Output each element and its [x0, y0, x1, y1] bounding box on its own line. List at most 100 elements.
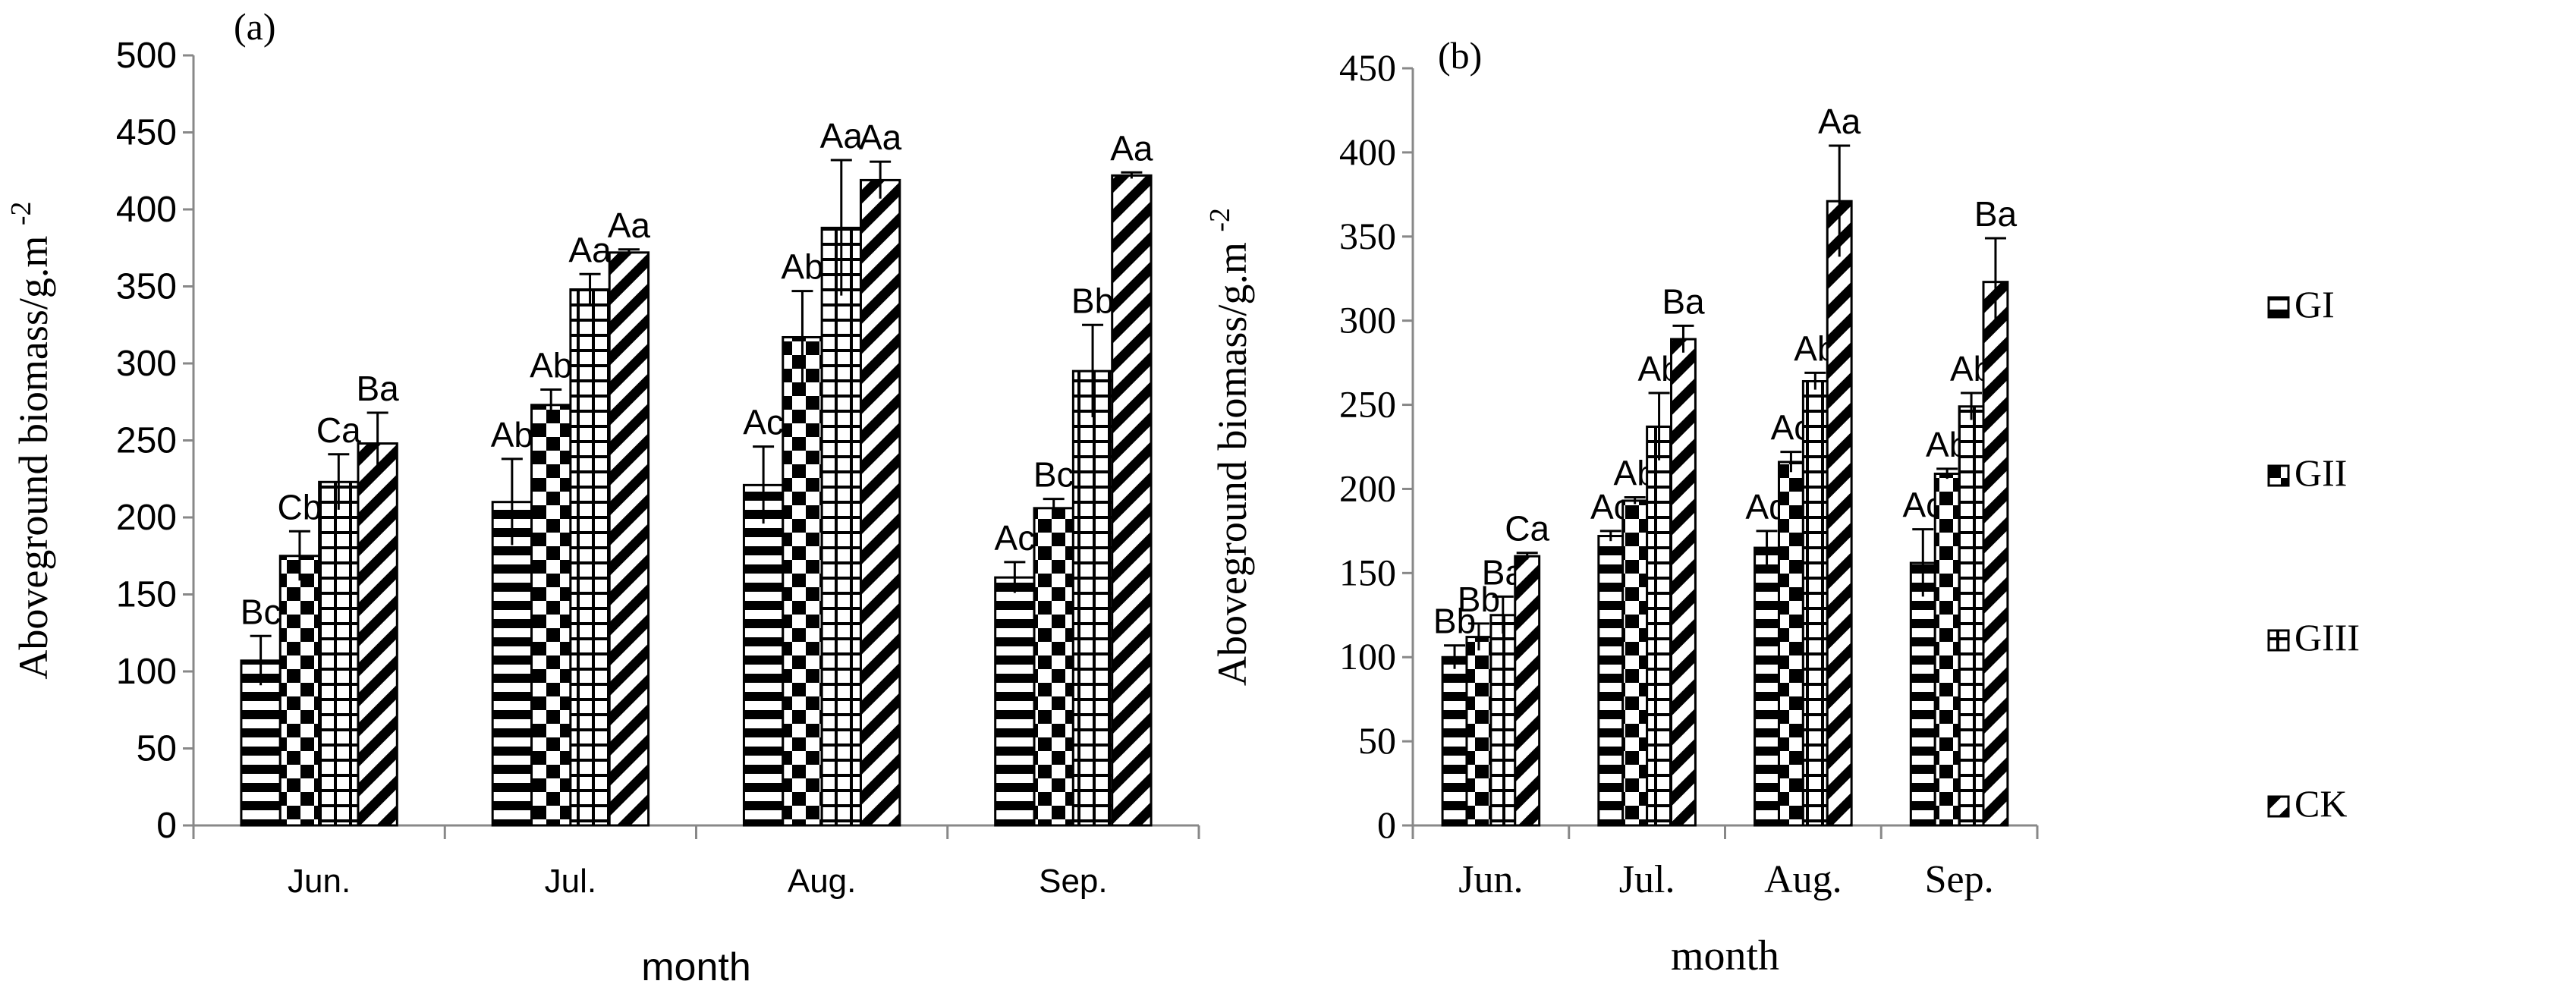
- x-tick-label: Aug.: [788, 863, 857, 900]
- bar-GII-aug: [1777, 461, 1804, 827]
- bar-CK-jul: [608, 251, 650, 827]
- significance-label: Ac: [995, 518, 1036, 558]
- y-tick-label: 200: [116, 498, 177, 538]
- bar-GIII-aug: [1801, 380, 1829, 827]
- bar-GIII-aug: [820, 226, 862, 827]
- significance-label: Ab: [530, 346, 572, 385]
- y-tick-label: 400: [1339, 130, 1396, 173]
- bar-GII-sep: [1033, 507, 1074, 827]
- significance-label: Ba: [1662, 281, 1705, 321]
- x-tick-label: Aug.: [1764, 858, 1842, 901]
- significance-label: Aa: [1110, 128, 1153, 168]
- y-tick-label: 150: [1339, 551, 1396, 593]
- bar-GI-jun: [240, 659, 282, 827]
- bar-GIII-jul: [569, 288, 611, 827]
- legend-swatch-giii: [2267, 629, 2290, 652]
- legend-label-gii: GII: [2294, 451, 2347, 494]
- significance-label: Bb: [1433, 602, 1476, 641]
- bar-CK-jun: [1514, 555, 1541, 827]
- y-tick-label: 300: [1339, 299, 1396, 341]
- significance-label: Ac: [743, 403, 784, 442]
- y-tick-label: 250: [1339, 383, 1396, 426]
- significance-label: Bc: [241, 592, 282, 631]
- significance-label: Cb: [278, 487, 322, 527]
- significance-label: Ab: [491, 415, 533, 454]
- significance-label: Ba: [357, 369, 400, 408]
- y-axis-title: Aboveground biomass/g.m -2: [1204, 208, 1255, 686]
- bar-GII-jun: [278, 555, 321, 827]
- legend-label-giii: GIII: [2294, 616, 2360, 659]
- bar-GII-sep: [1933, 472, 1961, 827]
- bar-GII-jun: [1465, 636, 1492, 827]
- x-axis-title: month: [1671, 932, 1779, 979]
- bar-GIII-sep: [1071, 369, 1114, 827]
- bar-CK-aug: [1826, 200, 1853, 827]
- y-tick-label: 0: [1377, 803, 1396, 846]
- significance-label: Ba: [1974, 194, 2018, 234]
- bar-GIII-jun: [318, 480, 360, 827]
- x-tick-label: Sep.: [1039, 863, 1108, 900]
- significance-label: Ca: [316, 410, 361, 450]
- significance-label: Aa: [859, 118, 902, 157]
- bar-GI-jun: [1441, 655, 1468, 827]
- x-tick-label: Jun.: [288, 863, 351, 900]
- y-tick-label: 350: [116, 267, 177, 307]
- y-tick-label: 150: [116, 575, 177, 615]
- bar-GI-sep: [994, 576, 1036, 827]
- y-axis-title: Aboveground biomass/g.m -2: [5, 201, 56, 679]
- legend-label-gi: GI: [2294, 283, 2335, 325]
- x-tick-label: Jul.: [1619, 858, 1675, 901]
- significance-label: Bb: [1458, 580, 1500, 619]
- y-tick-label: 100: [116, 652, 177, 692]
- bar-GI-sep: [1909, 561, 1936, 827]
- y-tick-label: 50: [1358, 719, 1396, 762]
- y-axis-title-sup: -2: [5, 201, 37, 225]
- y-tick-label: 450: [1339, 46, 1396, 89]
- bar-GIII-jul: [1646, 425, 1673, 827]
- y-tick-label: 50: [137, 729, 177, 769]
- bar-CK-sep: [1111, 174, 1153, 827]
- panel-label: (b): [1438, 34, 1482, 77]
- y-tick-label: 100: [1339, 635, 1396, 677]
- x-tick-label: Jun.: [1458, 858, 1523, 901]
- significance-label: Aa: [608, 206, 651, 245]
- bar-CK-jul: [1670, 338, 1697, 827]
- bar-CK-aug: [859, 178, 901, 827]
- significance-label: Bc: [1033, 455, 1074, 495]
- y-tick-label: 200: [1339, 467, 1396, 509]
- y-tick-label: 0: [156, 806, 177, 846]
- bar-GIII-jun: [1489, 614, 1517, 827]
- y-tick-label: 350: [1339, 215, 1396, 257]
- bar-CK-jun: [357, 442, 398, 827]
- legend: GI GII GIII CK: [2267, 283, 2360, 825]
- bar-GI-aug: [1754, 546, 1780, 827]
- bar-GII-aug: [782, 335, 823, 827]
- legend-swatch-ck: [2267, 795, 2290, 818]
- legend-swatch-gi: [2267, 296, 2290, 319]
- legend-swatch-gii: [2267, 464, 2290, 487]
- y-axis-title-sup: -2: [1204, 208, 1236, 232]
- significance-label: Ca: [1505, 509, 1549, 549]
- panel-label: (a): [234, 5, 276, 48]
- y-tick-label: 400: [116, 190, 177, 230]
- significance-label: Aa: [1818, 102, 1861, 141]
- x-tick-label: Jul.: [545, 863, 596, 900]
- significance-label: Aa: [820, 116, 863, 156]
- bar-GII-jul: [1621, 499, 1649, 827]
- bar-GIII-sep: [1958, 405, 1985, 827]
- chart-panel-b: 0 50 100 150 200 250 300 350 400 450 Jun. Jul. Aug. S…: [1204, 34, 2039, 979]
- significance-label: Bb: [1071, 281, 1114, 320]
- bar-GII-jul: [530, 404, 572, 827]
- chart-panel-a: 0 50 100 150 200 250 300 350 400 450 500 Jun. Jul. Au…: [5, 5, 1200, 989]
- y-tick-label: 450: [116, 113, 177, 153]
- x-axis-title: month: [641, 945, 751, 989]
- y-tick-label: 500: [116, 36, 177, 76]
- y-tick-label: 300: [116, 344, 177, 384]
- bar-CK-sep: [1982, 281, 2009, 827]
- bar-GI-jul: [491, 501, 533, 827]
- significance-label: Aa: [568, 230, 612, 269]
- x-tick-label: Sep.: [1925, 858, 1994, 901]
- bar-GI-jul: [1597, 535, 1625, 827]
- significance-label: Ab: [781, 247, 823, 287]
